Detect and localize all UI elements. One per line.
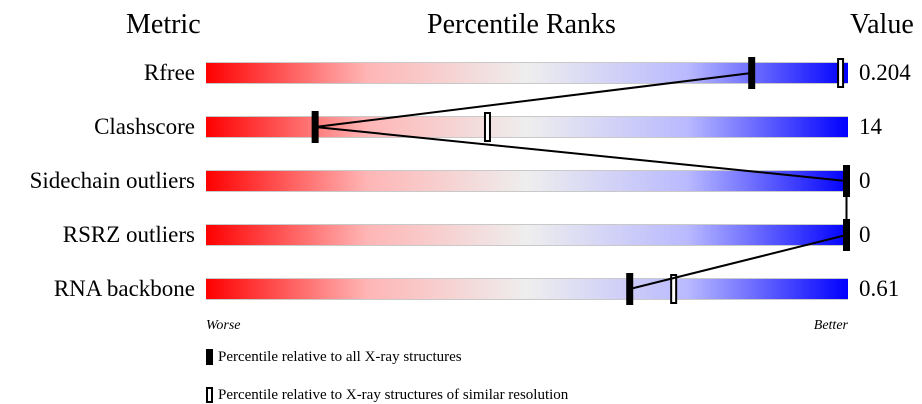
metric-label: Sidechain outliers [29, 168, 195, 193]
better-label: Better [813, 318, 848, 333]
similar-resolution-marker [837, 58, 845, 88]
legend-similar-label: Percentile relative to X-ray structures … [218, 386, 569, 403]
percentile-bar [206, 62, 848, 84]
all-structures-connector-line [315, 72, 848, 290]
metric-label: Clashscore [94, 114, 195, 139]
legend-all-structures: Percentile relative to all X-ray structu… [206, 348, 462, 366]
percentile-bar [206, 278, 848, 300]
all-structures-marker [311, 111, 319, 143]
percentile-bar [206, 224, 848, 246]
value-column-header: Value [850, 9, 914, 40]
similar-resolution-marker [670, 274, 678, 304]
percentile-ranks-header: Percentile Ranks [427, 9, 616, 40]
metric-label: RSRZ outliers [62, 222, 195, 247]
metric-label: Rfree [143, 60, 195, 85]
all-structures-marker [843, 165, 850, 197]
metric-label: RNA backbone [53, 276, 195, 301]
similar-resolution-marker [483, 112, 491, 142]
solid-marker-swatch [206, 349, 213, 365]
metric-value: 0 [859, 222, 871, 247]
metric-value: 14 [859, 114, 882, 139]
metric-value: 0 [859, 168, 871, 193]
metric-value: 0.61 [859, 276, 900, 301]
all-structures-marker [626, 273, 634, 305]
legend-all-label: Percentile relative to all X-ray structu… [218, 348, 462, 365]
all-structures-marker [843, 219, 850, 251]
metric-value: 0.204 [859, 60, 911, 85]
percentile-bar [206, 170, 848, 192]
open-marker-swatch [206, 387, 213, 403]
all-structures-marker [748, 57, 756, 89]
legend-similar-resolution: Percentile relative to X-ray structures … [206, 386, 568, 404]
metric-column-header: Metric [126, 9, 201, 40]
worse-label: Worse [206, 318, 241, 333]
